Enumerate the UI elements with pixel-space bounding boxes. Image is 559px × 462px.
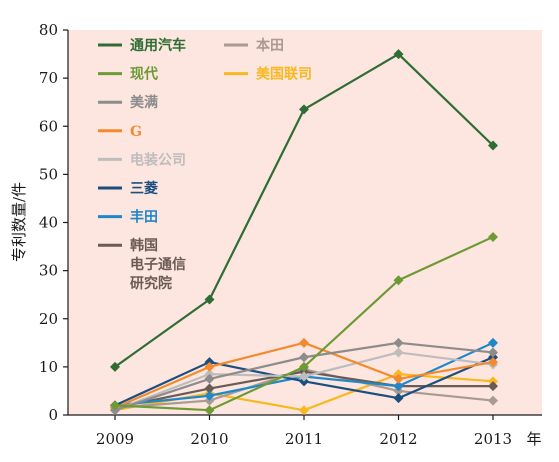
series-1: [110, 49, 498, 372]
y-axis-title: 专利数量/件: [10, 182, 28, 262]
data-point: [393, 337, 404, 348]
data-point: [204, 405, 215, 416]
data-point: [299, 104, 309, 115]
series-2: [110, 231, 498, 416]
x-tick-label: 2009: [96, 430, 134, 448]
data-point: [299, 352, 309, 363]
legend-label: G: [130, 124, 142, 140]
legend-label: 通用汽车: [130, 37, 186, 54]
y-tick-label: 0: [48, 406, 58, 424]
data-point: [204, 383, 215, 394]
legend-label: 美满: [130, 94, 158, 111]
legend-label: 三菱: [130, 180, 158, 197]
data-point: [299, 405, 309, 416]
legend-item: 本田: [224, 37, 284, 54]
legend-label: 现代: [130, 66, 158, 83]
data-point: [393, 275, 404, 286]
data-point: [488, 347, 498, 358]
legend-item: 丰田: [98, 209, 158, 226]
data-point: [299, 361, 309, 372]
data-point: [393, 381, 404, 392]
y-tick-label: 10: [39, 358, 58, 376]
data-point: [299, 337, 309, 348]
y-tick-label: 20: [39, 310, 58, 328]
data-point: [204, 390, 215, 401]
legend-label: 研究院: [130, 275, 172, 292]
legend-item: 美满: [98, 94, 158, 111]
legend-label: 美国联司: [256, 66, 312, 83]
y-tick-label: 50: [39, 165, 58, 183]
legend-label: 本田: [256, 37, 284, 54]
data-point: [488, 395, 498, 406]
plot-background: [68, 30, 542, 415]
data-point: [488, 381, 498, 392]
legend-item: 美国联司: [224, 66, 312, 83]
legend-item: 现代: [98, 66, 158, 83]
y-axis-ticks: 0 10 20 30 40 50 60 70 80: [39, 21, 68, 424]
data-point: [299, 371, 309, 382]
y-tick-label: 70: [39, 69, 58, 87]
series-layer: [110, 49, 498, 416]
x-tick-label: 2012: [379, 430, 417, 448]
x-axis-ticks: 2009 2010 2011 2012 2013: [96, 415, 512, 448]
legend-item: 电装公司: [98, 151, 186, 168]
y-tick-label: 80: [39, 21, 58, 39]
data-point: [204, 361, 215, 372]
y-tick-label: 30: [39, 262, 58, 280]
x-axis-unit: 年: [526, 430, 541, 448]
data-point: [110, 361, 120, 372]
data-point: [393, 49, 404, 60]
legend-label: 韩国: [130, 237, 158, 254]
data-point: [393, 373, 404, 384]
legend-item: G: [98, 124, 142, 140]
data-point: [488, 231, 498, 242]
x-tick-label: 2011: [285, 430, 323, 448]
data-point: [110, 400, 120, 411]
data-point: [393, 347, 404, 358]
legend-label: 电子通信: [130, 256, 186, 273]
legend-item: 通用汽车: [98, 37, 186, 54]
data-point: [204, 373, 215, 384]
legend-item: 三菱: [98, 180, 158, 197]
data-point: [488, 140, 498, 151]
data-point: [204, 294, 215, 305]
data-point: [488, 337, 498, 348]
data-point: [488, 357, 498, 368]
y-tick-label: 60: [39, 117, 58, 135]
y-tick-label: 40: [39, 214, 58, 232]
series-3: [110, 337, 498, 416]
legend-label: 电装公司: [130, 151, 186, 168]
legend-label: 丰田: [130, 209, 158, 226]
x-tick-label: 2010: [190, 430, 228, 448]
x-tick-label: 2013: [474, 430, 512, 448]
data-point: [393, 393, 404, 404]
